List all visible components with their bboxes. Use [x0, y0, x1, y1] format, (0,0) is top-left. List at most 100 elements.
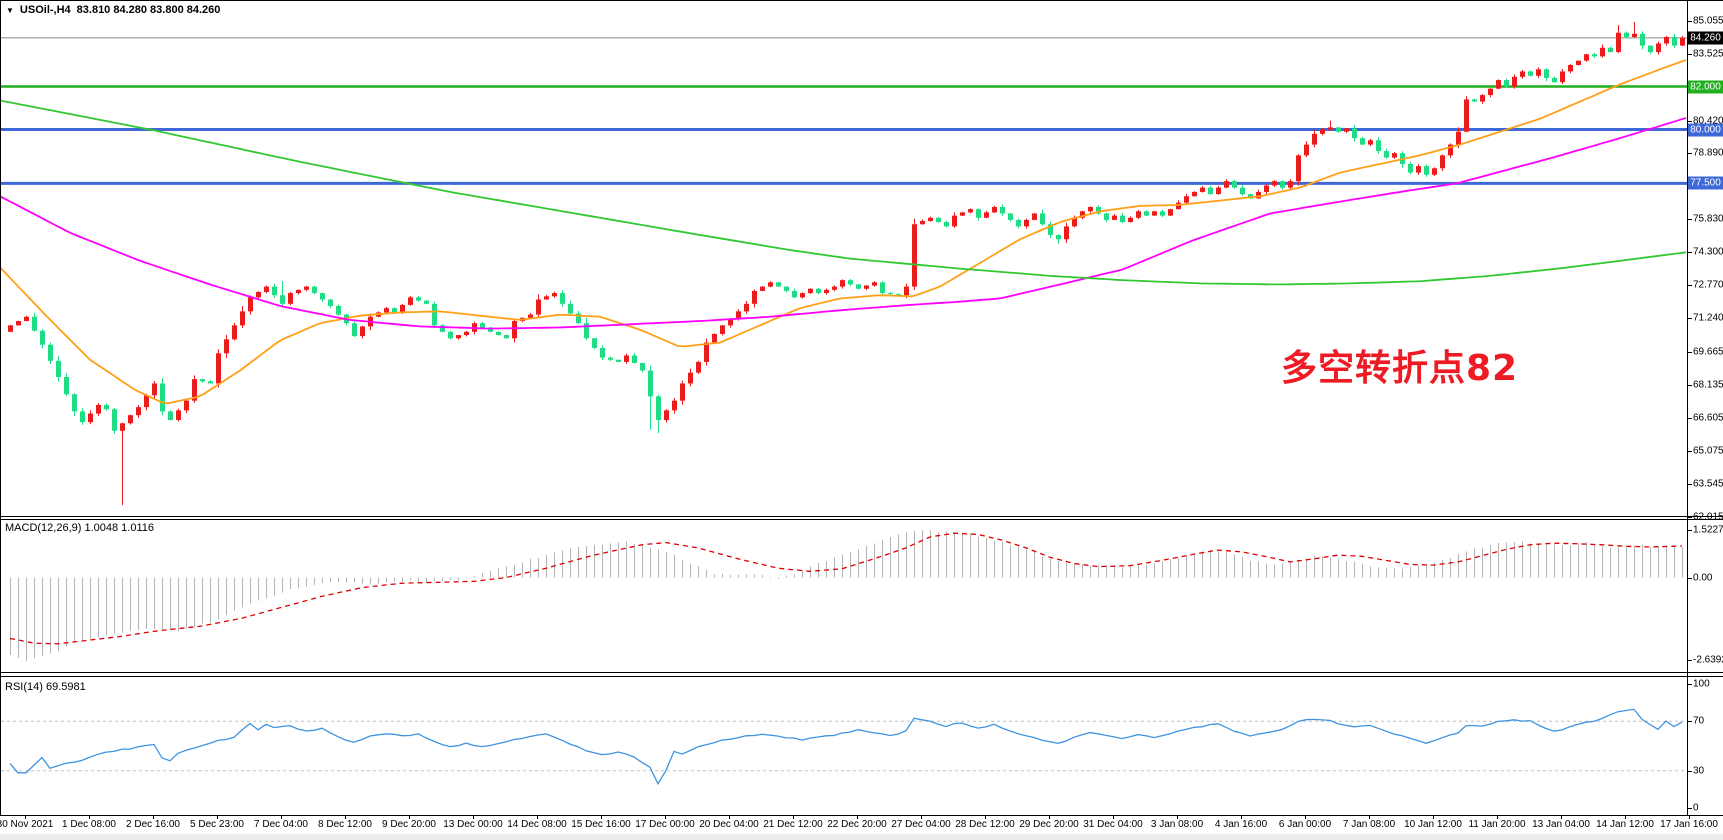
axis-tick-mark	[1688, 285, 1692, 287]
candle-body-up	[512, 321, 517, 339]
axis-tick-mark	[1688, 351, 1692, 353]
candle-body-up	[1560, 71, 1565, 83]
candle-body-up	[1440, 155, 1445, 169]
time-label: 21 Dec 12:00	[763, 819, 823, 830]
time-label: 29 Dec 20:00	[1019, 819, 1079, 830]
candle-body-up	[912, 224, 917, 287]
candle-body-up	[688, 372, 693, 384]
time-label: 28 Dec 12:00	[955, 819, 1015, 830]
axis-tick-mark	[1688, 530, 1692, 531]
candle-body-up	[1072, 217, 1077, 227]
price-tick-label: 75.830	[1693, 213, 1723, 225]
time-label: 6 Jan 00:00	[1278, 819, 1332, 830]
candle-body-down	[656, 396, 661, 421]
time-label: 13 Jan 04:00	[1532, 819, 1590, 830]
price-tick-label: 74.300	[1693, 246, 1723, 258]
candle-body-up	[1064, 226, 1069, 240]
candle-body-down	[416, 297, 421, 301]
ma-fast-orange	[0, 59, 1687, 405]
candle-body-down	[584, 323, 589, 339]
candle-body-up	[824, 289, 829, 294]
candle-body-down	[1000, 207, 1005, 214]
rsi-tick-label: 70	[1693, 715, 1705, 727]
time-label: 14 Dec 08:00	[507, 819, 567, 830]
candle-body-down	[608, 357, 613, 360]
price-tick-label: 66.605	[1693, 412, 1723, 424]
time-label: 20 Dec 04:00	[699, 819, 759, 830]
candle-body-up	[192, 379, 197, 401]
candle-body-up	[1320, 129, 1325, 134]
axis-tick-mark	[1688, 318, 1692, 320]
candle-body-down	[1672, 37, 1677, 46]
candle-body-down	[1048, 224, 1053, 235]
candle-body-up	[1480, 95, 1485, 102]
candle-body-up	[8, 325, 13, 332]
candle-body-up	[1136, 211, 1141, 218]
time-label: 15 Dec 16:00	[571, 819, 631, 830]
candle-body-down	[312, 286, 317, 294]
candle-body-up	[672, 400, 677, 411]
time-label: 3 Jan 08:00	[1150, 819, 1204, 830]
rsi-indicator-label: RSI(14) 69.5981	[5, 681, 86, 693]
candle-body-up	[872, 282, 877, 286]
candle-body-up	[1392, 153, 1397, 158]
candle-body-down	[1384, 151, 1389, 158]
candle-body-up	[1632, 33, 1637, 38]
candle-body-down	[1016, 219, 1021, 227]
price-tick-label: 85.055	[1693, 15, 1723, 27]
candle-body-up	[1224, 181, 1229, 188]
candle-body-down	[48, 344, 53, 361]
candle-body-up	[928, 217, 933, 221]
candle-body-up	[120, 423, 125, 431]
candle-body-down	[1232, 181, 1237, 188]
axis-tick-mark	[1688, 153, 1692, 155]
candle-body-up	[800, 293, 805, 298]
candle-body-down	[272, 286, 277, 296]
candle-body-down	[592, 338, 597, 348]
candle-body-down	[576, 313, 581, 324]
candle-body-down	[200, 379, 205, 382]
candle-body-up	[920, 220, 925, 225]
candle-body-down	[1624, 32, 1629, 38]
candle-body-down	[640, 363, 645, 371]
candle-body-up	[96, 404, 101, 414]
candle-body-up	[528, 314, 533, 318]
symbol-dropdown-icon[interactable]: ▼	[6, 6, 14, 15]
ma-slow-green	[0, 99, 1687, 286]
candle-body-down	[1248, 194, 1253, 199]
annotation-text[interactable]: 多空转折点82	[1281, 348, 1519, 389]
candle-body-up	[1128, 217, 1133, 223]
candle-body-down	[1352, 128, 1357, 139]
candle-body-up	[1616, 32, 1621, 53]
candle-body-up	[144, 395, 149, 408]
time-label: 9 Dec 20:00	[382, 819, 436, 830]
price-tick-label: 62.015	[1693, 511, 1723, 523]
candle-body-down	[424, 300, 429, 304]
candle-body-down	[1408, 163, 1413, 173]
candle-body-down	[280, 295, 285, 304]
candle-body-down	[936, 217, 941, 223]
candle-body-up	[1520, 71, 1525, 77]
candle-body-up	[992, 207, 997, 213]
rsi-tick-label: 100	[1693, 678, 1710, 690]
candle-body-up	[832, 286, 837, 290]
candle-body-down	[1280, 181, 1285, 188]
candle-body-up	[904, 286, 909, 296]
time-label: 27 Dec 04:00	[891, 819, 951, 830]
candle-body-up	[1496, 80, 1501, 89]
candle-body-down	[1336, 127, 1341, 132]
candle-body-down	[112, 409, 117, 431]
candle-body-down	[448, 331, 453, 339]
candle-body-up	[224, 339, 229, 354]
symbol-title[interactable]: ▼ USOil-,H4 83.810 84.280 83.800 84.260	[6, 4, 220, 16]
candle-body-down	[848, 280, 853, 285]
candle-body-up	[552, 293, 557, 297]
candle-body-down	[888, 293, 893, 295]
candle-body-up	[1448, 144, 1453, 156]
candle-body-down	[1648, 45, 1653, 53]
candle-body-down	[568, 303, 573, 314]
candle-body-up	[712, 333, 717, 343]
symbol-name: USOil-,H4	[19, 4, 71, 16]
